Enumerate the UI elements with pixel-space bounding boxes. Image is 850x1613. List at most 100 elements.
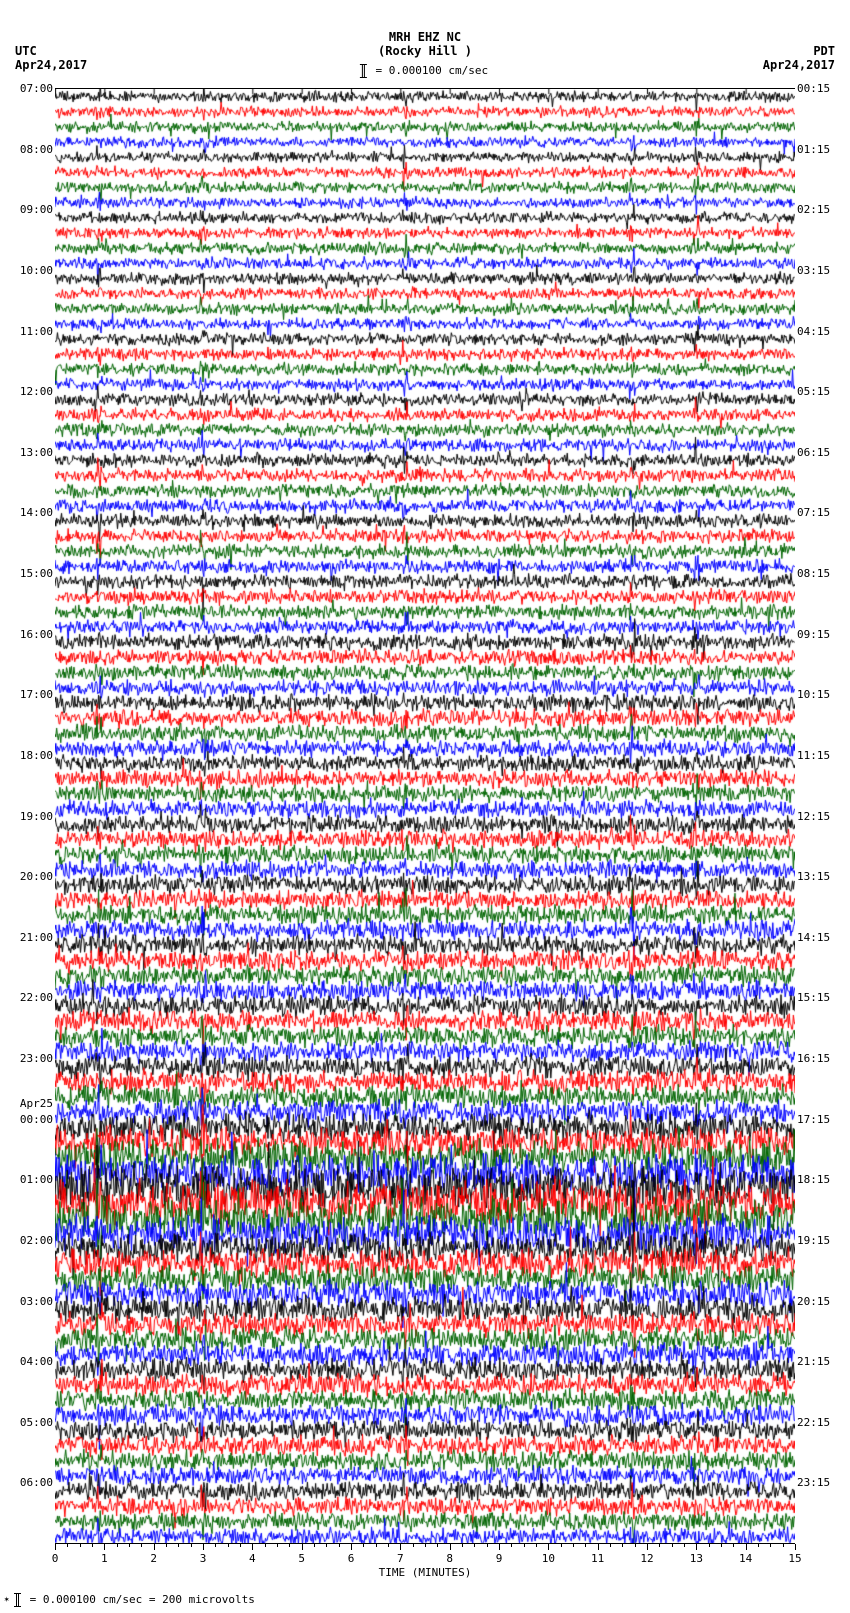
x-tick-label: 12 — [640, 1552, 653, 1565]
x-tick — [499, 1544, 500, 1550]
x-tick — [203, 1544, 204, 1550]
x-minor-tick — [240, 1544, 241, 1547]
x-minor-tick — [413, 1544, 414, 1547]
x-tick-label: 13 — [690, 1552, 703, 1565]
x-minor-tick — [573, 1544, 574, 1547]
y-axis-right-pdt: 00:1501:1502:1503:1504:1505:1506:1507:15… — [797, 88, 850, 1543]
utc-time-label: 19:00 — [0, 811, 53, 822]
x-minor-tick — [585, 1544, 586, 1547]
x-tick — [746, 1544, 747, 1550]
x-tick-label: 2 — [150, 1552, 157, 1565]
tz-left-label: UTC — [15, 44, 87, 58]
x-minor-tick — [67, 1544, 68, 1547]
x-minor-tick — [672, 1544, 673, 1547]
pdt-time-label: 13:15 — [797, 871, 850, 882]
x-minor-tick — [524, 1544, 525, 1547]
x-minor-tick — [141, 1544, 142, 1547]
timezone-left: UTC Apr24,2017 — [15, 44, 87, 72]
utc-time-label: 23:00 — [0, 1053, 53, 1064]
header: MRH EHZ NC (Rocky Hill ) — [0, 0, 850, 58]
x-minor-tick — [166, 1544, 167, 1547]
pdt-time-label: 14:15 — [797, 932, 850, 943]
x-tick-label: 3 — [200, 1552, 207, 1565]
x-minor-tick — [388, 1544, 389, 1547]
pdt-time-label: 01:15 — [797, 144, 850, 155]
x-tick — [351, 1544, 352, 1550]
x-minor-tick — [536, 1544, 537, 1547]
x-tick-label: 6 — [348, 1552, 355, 1565]
x-minor-tick — [684, 1544, 685, 1547]
utc-time-label: 09:00 — [0, 204, 53, 215]
utc-time-label: 13:00 — [0, 447, 53, 458]
x-minor-tick — [92, 1544, 93, 1547]
x-minor-tick — [561, 1544, 562, 1547]
helicorder-canvas — [55, 89, 795, 1544]
x-minor-tick — [363, 1544, 364, 1547]
utc-time-label: 08:00 — [0, 144, 53, 155]
x-minor-tick — [129, 1544, 130, 1547]
utc-time-label: 21:00 — [0, 932, 53, 943]
pdt-time-label: 19:15 — [797, 1235, 850, 1246]
x-minor-tick — [289, 1544, 290, 1547]
utc-time-label: 12:00 — [0, 386, 53, 397]
pdt-time-label: 02:15 — [797, 204, 850, 215]
scale-bar-icon — [362, 64, 365, 78]
x-tick — [252, 1544, 253, 1550]
timezone-right: PDT Apr24,2017 — [763, 44, 835, 72]
x-minor-tick — [326, 1544, 327, 1547]
x-minor-tick — [733, 1544, 734, 1547]
x-tick-label: 9 — [496, 1552, 503, 1565]
pdt-time-label: 12:15 — [797, 811, 850, 822]
x-minor-tick — [758, 1544, 759, 1547]
x-tick-label: 4 — [249, 1552, 256, 1565]
x-minor-tick — [770, 1544, 771, 1547]
utc-time-label: 16:00 — [0, 629, 53, 640]
pdt-time-label: 00:15 — [797, 83, 850, 94]
pdt-time-label: 20:15 — [797, 1296, 850, 1307]
scale-text: = 0.000100 cm/sec — [376, 64, 489, 77]
x-minor-tick — [314, 1544, 315, 1547]
utc-time-label: Apr25 — [0, 1098, 53, 1109]
pdt-time-label: 15:15 — [797, 992, 850, 1003]
footer-scale-bar-icon — [16, 1593, 19, 1607]
x-tick — [55, 1544, 56, 1550]
utc-time-label: 11:00 — [0, 326, 53, 337]
utc-time-label: 01:00 — [0, 1174, 53, 1185]
x-tick — [696, 1544, 697, 1550]
x-minor-tick — [425, 1544, 426, 1547]
y-axis-left-utc: 07:0008:0009:0010:0011:0012:0013:0014:00… — [0, 88, 53, 1543]
x-minor-tick — [783, 1544, 784, 1547]
station-code: MRH EHZ NC — [0, 30, 850, 44]
pdt-time-label: 08:15 — [797, 568, 850, 579]
x-tick-label: 14 — [739, 1552, 752, 1565]
tz-right-date: Apr24,2017 — [763, 58, 835, 72]
x-tick-label: 5 — [298, 1552, 305, 1565]
utc-time-label: 03:00 — [0, 1296, 53, 1307]
pdt-time-label: 21:15 — [797, 1356, 850, 1367]
x-minor-tick — [191, 1544, 192, 1547]
utc-time-label: 14:00 — [0, 507, 53, 518]
utc-time-label: 15:00 — [0, 568, 53, 579]
x-minor-tick — [437, 1544, 438, 1547]
utc-time-label: 02:00 — [0, 1235, 53, 1246]
x-tick — [302, 1544, 303, 1550]
x-minor-tick — [277, 1544, 278, 1547]
x-minor-tick — [117, 1544, 118, 1547]
utc-time-label: 00:00 — [0, 1114, 53, 1125]
x-tick — [154, 1544, 155, 1550]
pdt-time-label: 03:15 — [797, 265, 850, 276]
x-minor-tick — [622, 1544, 623, 1547]
pdt-time-label: 17:15 — [797, 1114, 850, 1125]
pdt-time-label: 18:15 — [797, 1174, 850, 1185]
seismogram-container: MRH EHZ NC (Rocky Hill ) UTC Apr24,2017 … — [0, 0, 850, 1613]
x-tick-label: 11 — [591, 1552, 604, 1565]
x-minor-tick — [487, 1544, 488, 1547]
x-minor-tick — [511, 1544, 512, 1547]
helicorder-plot — [55, 88, 795, 1544]
utc-time-label: 07:00 — [0, 83, 53, 94]
station-location: (Rocky Hill ) — [0, 44, 850, 58]
pdt-time-label: 07:15 — [797, 507, 850, 518]
pdt-time-label: 06:15 — [797, 447, 850, 458]
footer-text: = 0.000100 cm/sec = 200 microvolts — [30, 1593, 255, 1606]
x-axis: TIME (MINUTES) 0123456789101112131415 — [55, 1543, 795, 1584]
